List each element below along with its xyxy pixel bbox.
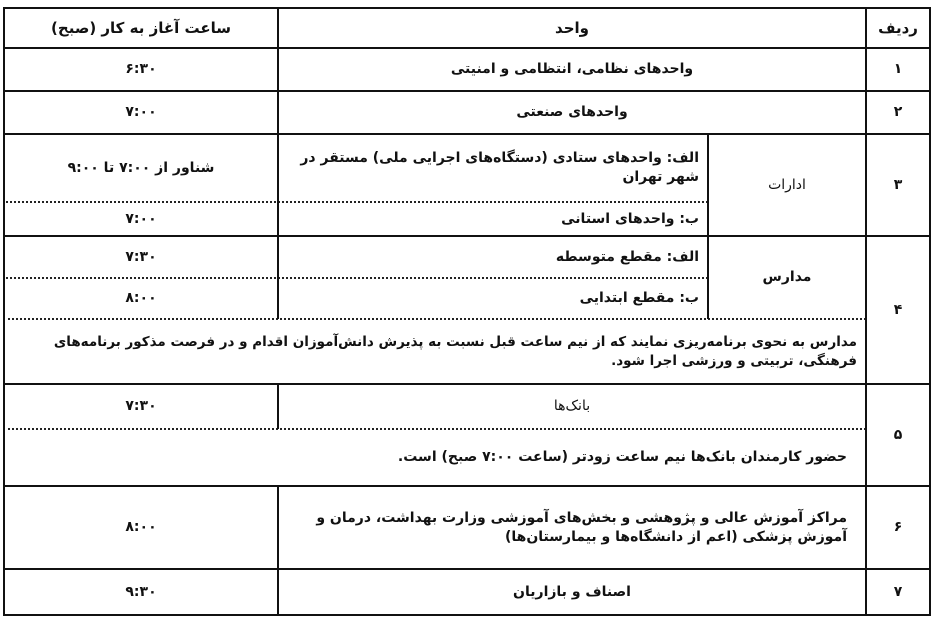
dotted-divider [3,201,708,203]
dotted-divider [3,428,866,430]
unit-cell: ب: واحدهای استانی [561,210,699,227]
row-number: ۷ [893,583,903,600]
header-row-no: ردیف [878,18,918,37]
row-number: ۲ [893,104,903,121]
unit-cell: واحدهای صنعتی [516,104,628,121]
time-cell: ۷:۳۰ [125,248,157,265]
time-cell: ۹:۳۰ [125,583,157,600]
time-cell: ۸:۰۰ [125,290,157,307]
note-cell: مدارس به نحوی برنامه‌ریزی نمایند که از ن… [53,334,857,369]
row-divider [3,47,931,49]
table-border-bottom [3,614,931,616]
col-divider [277,383,279,429]
table-border-right [929,7,931,616]
dotted-divider [3,277,708,279]
unit-cell: ب: مقطع ابتدایی [579,290,699,307]
row-number: ۱ [893,61,903,78]
unit-cell: مراکز آموزش عالی و پژوهشی و بخش‌های آموز… [316,509,847,545]
time-cell: شناور از ۷:۰۰ تا ۹:۰۰ [67,159,215,176]
group-cell: مدارس [762,269,812,286]
time-cell: ۷:۰۰ [125,104,157,121]
row-divider [3,133,931,135]
unit-cell: الف: واحدهای ستادی (دستگاه‌های اجرایی مل… [300,150,699,185]
row-number: ۵ [893,426,903,443]
row-divider [3,235,931,237]
header-unit: واحد [555,18,589,37]
group-cell: ادارات [768,176,806,193]
table-border-left [3,7,5,616]
unit-cell: واحدهای نظامی، انتظامی و امنیتی [450,61,694,78]
row-number: ۶ [893,519,903,536]
subcol-divider [707,133,709,319]
col-divider [865,7,867,616]
row-divider [3,90,931,92]
time-cell: ۶:۳۰ [125,61,157,78]
row-number: ۳ [893,176,903,193]
col-divider [277,485,279,615]
header-start-time: ساعت آغاز به کار (صبح) [51,18,231,37]
table-border-top [3,7,931,9]
time-cell: ۷:۳۰ [125,398,157,415]
unit-cell: بانک‌ها [553,398,591,415]
row-divider [3,485,931,487]
note-cell: حضور کارمندان بانک‌ها نیم ساعت زودتر (سا… [397,449,847,466]
row-number: ۴ [893,301,903,318]
time-cell: ۷:۰۰ [125,210,157,227]
row-divider [3,568,931,570]
time-cell: ۸:۰۰ [125,519,157,536]
unit-cell: الف: مقطع متوسطه [555,248,699,265]
col-divider [277,7,279,319]
row-divider [3,383,931,385]
dotted-divider [3,318,866,320]
unit-cell: اصناف و بازاریان [513,583,631,600]
